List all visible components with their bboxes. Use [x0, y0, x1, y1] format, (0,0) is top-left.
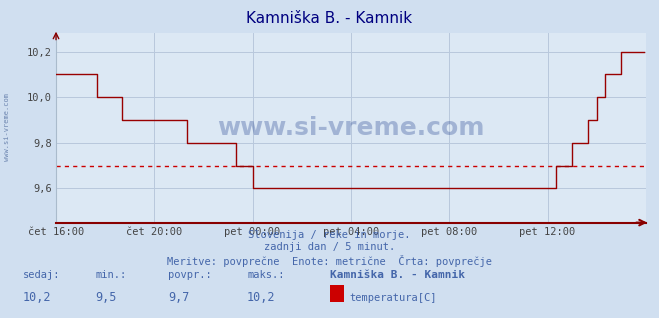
Text: maks.:: maks.:: [247, 270, 285, 280]
Text: povpr.:: povpr.:: [168, 270, 212, 280]
Text: Slovenija / reke in morje.: Slovenija / reke in morje.: [248, 230, 411, 239]
Text: 9,5: 9,5: [96, 291, 117, 303]
Text: 9,7: 9,7: [168, 291, 189, 303]
Text: temperatura[C]: temperatura[C]: [349, 293, 437, 302]
Text: 10,2: 10,2: [23, 291, 51, 303]
Text: 10,2: 10,2: [247, 291, 275, 303]
Text: min.:: min.:: [96, 270, 127, 280]
Text: Kamniška B. - Kamnik: Kamniška B. - Kamnik: [246, 11, 413, 26]
Text: Kamniška B. - Kamnik: Kamniška B. - Kamnik: [330, 270, 465, 280]
Text: www.si-vreme.com: www.si-vreme.com: [3, 93, 10, 161]
Text: www.si-vreme.com: www.si-vreme.com: [217, 116, 484, 140]
Text: zadnji dan / 5 minut.: zadnji dan / 5 minut.: [264, 242, 395, 252]
Text: sedaj:: sedaj:: [23, 270, 61, 280]
Text: Meritve: povprečne  Enote: metrične  Črta: povprečje: Meritve: povprečne Enote: metrične Črta:…: [167, 255, 492, 267]
